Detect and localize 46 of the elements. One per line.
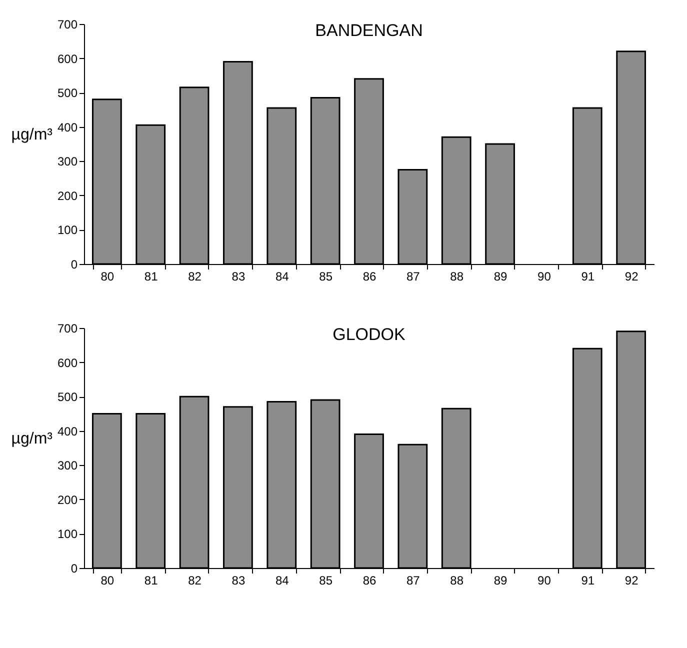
x-tick-label: 87 bbox=[406, 270, 420, 284]
y-tick-label: 0 bbox=[70, 562, 78, 576]
x-tick-label: 90 bbox=[538, 574, 552, 588]
y-tick-label: 400 bbox=[57, 424, 78, 438]
y-tick-label: 200 bbox=[57, 492, 78, 507]
x-tick-label: 89 bbox=[494, 270, 508, 284]
x-tick-label: 85 bbox=[319, 574, 333, 588]
x-tick-label: 82 bbox=[188, 574, 202, 588]
y-tick-label: 600 bbox=[57, 52, 78, 66]
y-tick-label: 400 bbox=[57, 120, 78, 134]
x-tick-label: 84 bbox=[275, 574, 290, 588]
y-tick-label: 200 bbox=[57, 188, 78, 203]
x-tick-label: 87 bbox=[406, 574, 420, 588]
y-tick-label: 500 bbox=[57, 390, 78, 404]
x-tick-label: 81 bbox=[144, 574, 158, 588]
y-tick-label: 700 bbox=[57, 18, 78, 32]
x-tick-label: 91 bbox=[581, 270, 595, 284]
x-tick-label: 89 bbox=[494, 574, 508, 588]
x-tick-label: 82 bbox=[188, 270, 202, 284]
x-tick-label: 84 bbox=[275, 270, 290, 284]
x-tick-label: 92 bbox=[624, 574, 639, 588]
y-tick-label: 100 bbox=[57, 527, 78, 542]
x-tick-label: 88 bbox=[450, 270, 464, 284]
chart-title: GLODOK bbox=[332, 325, 406, 344]
y-tick-label: 300 bbox=[57, 154, 78, 169]
y-axis-title: µg/m³ bbox=[11, 126, 54, 144]
x-tick-label: 83 bbox=[232, 574, 246, 588]
x-tick-label: 80 bbox=[100, 574, 114, 588]
x-tick-label: 91 bbox=[581, 574, 595, 588]
x-tick-label: 88 bbox=[450, 574, 464, 588]
x-tick-label: 81 bbox=[144, 270, 158, 284]
x-tick-label: 86 bbox=[362, 270, 376, 284]
y-tick-label: 600 bbox=[57, 356, 78, 370]
y-tick-label: 100 bbox=[57, 223, 78, 238]
x-tick-label: 83 bbox=[232, 270, 246, 284]
chart-title: BANDENGAN bbox=[315, 21, 423, 40]
x-tick-label: 85 bbox=[319, 270, 333, 284]
y-tick-label: 700 bbox=[57, 322, 78, 336]
x-tick-label: 90 bbox=[538, 270, 552, 284]
y-tick-label: 300 bbox=[57, 458, 78, 473]
x-tick-label: 92 bbox=[624, 270, 639, 284]
y-tick-label: 500 bbox=[57, 86, 78, 100]
y-tick-label: 0 bbox=[70, 258, 78, 272]
x-tick-label: 80 bbox=[100, 270, 114, 284]
y-axis-title: µg/m³ bbox=[11, 430, 54, 448]
x-tick-label: 86 bbox=[362, 574, 376, 588]
